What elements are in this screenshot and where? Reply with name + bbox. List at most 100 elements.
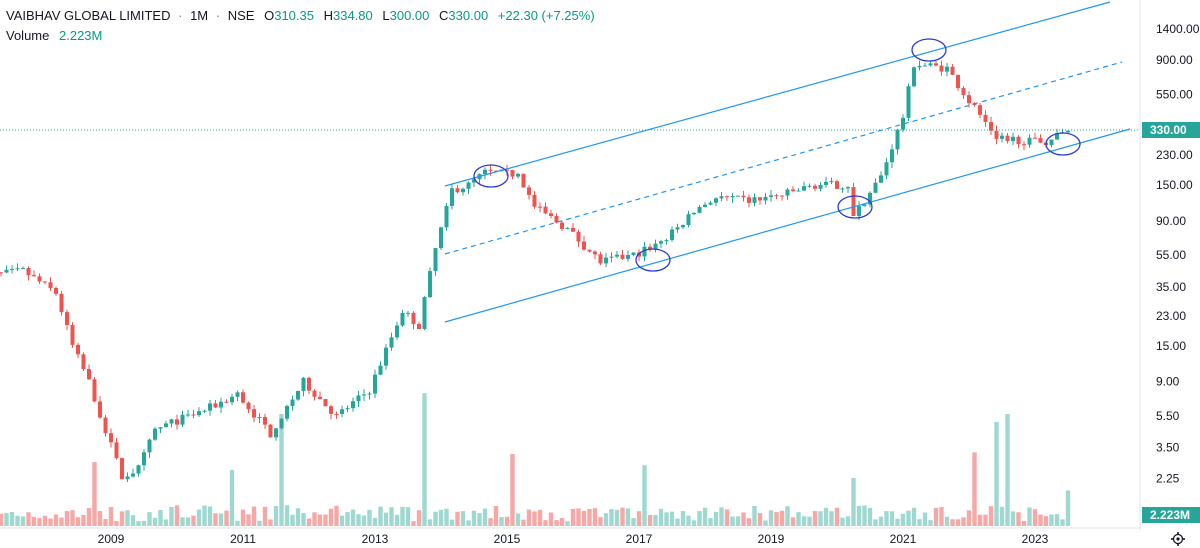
volume-bar bbox=[449, 519, 455, 526]
volume-bar bbox=[801, 516, 807, 526]
volume-bar bbox=[92, 462, 97, 526]
change-value: +22.30 (+7.25%) bbox=[497, 8, 595, 23]
volume-bar bbox=[823, 507, 829, 526]
price-tick-label: 90.00 bbox=[1156, 214, 1186, 228]
candle-body bbox=[681, 225, 685, 228]
volume-bar bbox=[598, 517, 603, 526]
symbol-title[interactable]: VAIBHAV GLOBAL LIMITED bbox=[6, 8, 171, 23]
candle-body bbox=[246, 402, 251, 410]
volume-bar bbox=[1021, 521, 1027, 526]
channel-lower-line[interactable] bbox=[444, 128, 1131, 323]
candle-body bbox=[532, 194, 537, 207]
open-value: 310.35 bbox=[274, 8, 314, 23]
candle-body bbox=[395, 325, 399, 338]
volume-bar bbox=[48, 518, 53, 526]
candle-body bbox=[389, 337, 394, 348]
volume-legend-row[interactable]: Volume 2.223M bbox=[6, 26, 595, 46]
volume-bar bbox=[251, 506, 257, 526]
candle-body bbox=[653, 243, 658, 250]
candle-body bbox=[1066, 130, 1070, 133]
candle-body bbox=[164, 423, 168, 428]
volume-bar bbox=[504, 516, 510, 526]
time-tick-label: 2013 bbox=[362, 532, 389, 546]
candle-body bbox=[472, 179, 476, 183]
candle-body bbox=[752, 197, 757, 203]
volume-bar bbox=[53, 514, 59, 526]
volume-bar bbox=[246, 514, 251, 526]
candle-body bbox=[813, 185, 817, 189]
gear-icon[interactable] bbox=[1171, 532, 1185, 546]
candle-body bbox=[422, 297, 427, 330]
time-axis[interactable]: 2009 2011 2013 2015 2017 2019 2021 2023 bbox=[98, 532, 1049, 546]
candle-body bbox=[252, 409, 256, 418]
candle-body bbox=[1049, 139, 1054, 146]
price-tick-label: 23.00 bbox=[1156, 309, 1186, 323]
chart-legend: VAIBHAV GLOBAL LIMITED · 1M · NSE O310.3… bbox=[6, 6, 595, 46]
candle-body bbox=[945, 66, 949, 72]
volume-bar bbox=[103, 518, 108, 526]
candle-body bbox=[92, 379, 97, 402]
high-label: H bbox=[323, 8, 333, 23]
candle-body bbox=[158, 427, 163, 429]
volume-bar bbox=[59, 517, 64, 526]
candle-body bbox=[642, 246, 647, 257]
trend-channel[interactable] bbox=[444, 1, 1131, 323]
volume-bar bbox=[15, 515, 20, 526]
candle-body bbox=[835, 181, 839, 189]
volume-bar bbox=[328, 508, 334, 526]
volume-bar bbox=[400, 506, 405, 526]
volume-bar bbox=[620, 507, 625, 526]
price-axis[interactable]: 1400.00 900.00 550.00 230.00 150.00 90.00 55.0… bbox=[1156, 22, 1200, 486]
volume-bar bbox=[493, 506, 499, 526]
volume-bar bbox=[576, 508, 581, 526]
volume-bar bbox=[295, 508, 301, 526]
candle-body bbox=[895, 129, 900, 150]
candle-body bbox=[345, 408, 350, 410]
candle-body bbox=[224, 401, 229, 403]
candle-body bbox=[0, 272, 3, 274]
candle-body bbox=[285, 406, 289, 419]
volume-bar bbox=[405, 507, 411, 526]
volume-bar bbox=[279, 414, 284, 526]
candle-body bbox=[48, 282, 53, 288]
candle-body bbox=[274, 428, 278, 438]
channel-mid-line[interactable] bbox=[444, 61, 1123, 255]
volume-bar bbox=[669, 511, 675, 526]
volume-bar bbox=[642, 465, 647, 526]
volume-bar bbox=[741, 512, 746, 526]
candle-body bbox=[4, 269, 9, 273]
candle-body bbox=[241, 392, 245, 403]
volume-bar bbox=[411, 521, 416, 526]
candle-body bbox=[136, 465, 141, 474]
volume-bar bbox=[818, 511, 823, 526]
volume-bar bbox=[466, 520, 471, 526]
volume-bar bbox=[702, 507, 708, 526]
volume-bar bbox=[213, 513, 218, 526]
low-label: L bbox=[382, 8, 390, 23]
candle-body bbox=[829, 181, 834, 183]
volume-bar bbox=[636, 511, 642, 526]
time-tick-label: 2019 bbox=[758, 532, 785, 546]
candle-body bbox=[824, 181, 828, 186]
candle-body bbox=[741, 195, 746, 198]
volume-bar bbox=[301, 513, 306, 526]
volume-bar bbox=[994, 422, 999, 526]
volume-bar bbox=[455, 511, 460, 526]
symbol-row[interactable]: VAIBHAV GLOBAL LIMITED · 1M · NSE O310.3… bbox=[6, 6, 595, 26]
volume-bar bbox=[108, 507, 114, 526]
touch-circle-2021 bbox=[911, 38, 947, 62]
volume-bar bbox=[851, 478, 856, 526]
volume-bar bbox=[26, 512, 31, 526]
interval-label[interactable]: 1M bbox=[190, 8, 209, 23]
channel-upper-line[interactable] bbox=[444, 1, 1111, 187]
candle-body bbox=[802, 186, 806, 191]
candle-body bbox=[609, 256, 614, 258]
touch-circles[interactable] bbox=[473, 38, 1081, 272]
candle-body bbox=[587, 249, 592, 252]
volume-bar bbox=[422, 393, 427, 526]
price-tick-label: 5.50 bbox=[1156, 409, 1180, 423]
volume-bar bbox=[972, 452, 977, 526]
price-tick-label: 15.00 bbox=[1156, 339, 1186, 353]
volume-bar bbox=[950, 519, 955, 526]
